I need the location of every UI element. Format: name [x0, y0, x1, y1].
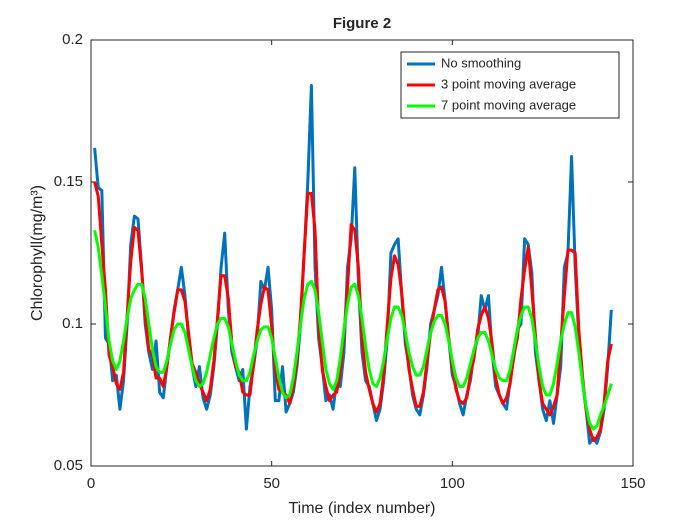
legend-label: 3 point moving average — [441, 76, 576, 91]
series-line — [93, 83, 613, 445]
x-tick-label: 0 — [87, 475, 95, 492]
x-tick-label: 50 — [263, 475, 280, 492]
y-tick-label: 0.05 — [54, 457, 83, 474]
legend-label: No smoothing — [441, 55, 521, 70]
x-axis-label: Time (index number) — [288, 500, 435, 517]
x-tick-label: 100 — [440, 475, 465, 492]
legend-box — [400, 51, 620, 119]
y-axis-label: Chlorophyll(mg/m³) — [29, 185, 46, 321]
x-tick-label: 150 — [620, 475, 645, 492]
series-line — [93, 181, 613, 442]
series-line — [93, 229, 613, 431]
y-tick-label: 0.15 — [54, 173, 83, 190]
y-tick-label: 0.1 — [62, 315, 83, 332]
legend-label: 7 point moving average — [441, 97, 576, 112]
chart-title: Figure 2 — [333, 15, 391, 32]
y-tick-label: 0.2 — [62, 31, 83, 48]
